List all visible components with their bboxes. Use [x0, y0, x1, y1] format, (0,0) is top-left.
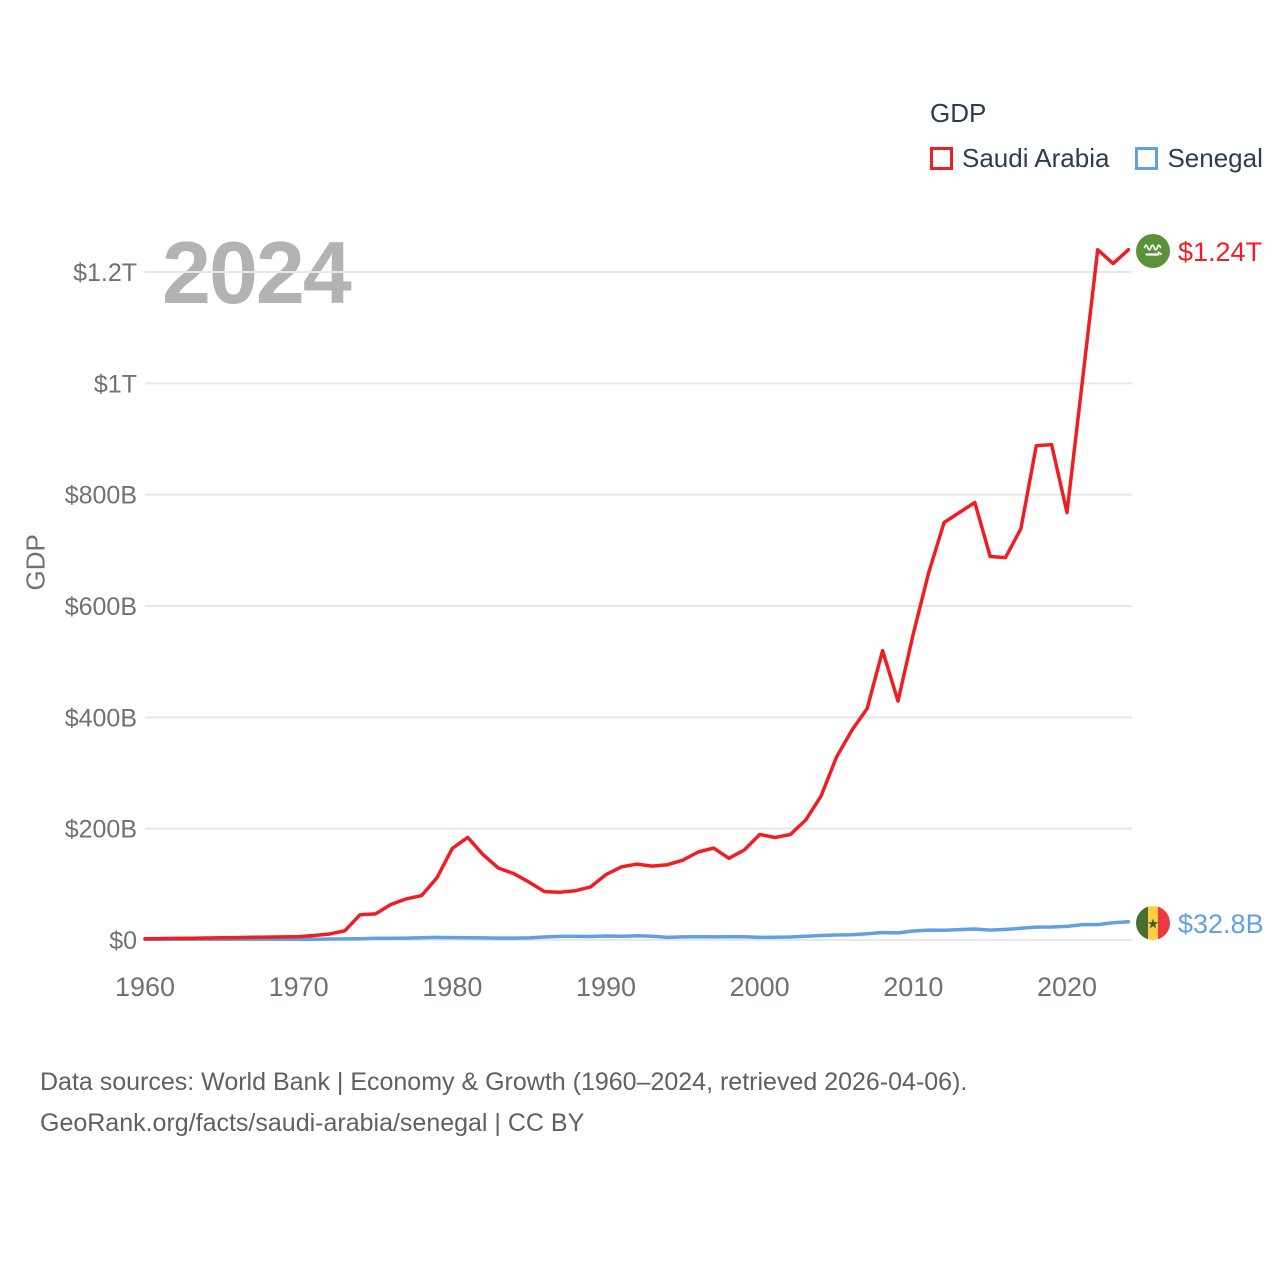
legend-label-senegal: Senegal	[1167, 143, 1263, 173]
y-tick-label: $0	[109, 927, 137, 955]
saudi-arabia-end-value-label: $1.24T	[1178, 237, 1263, 267]
legend-item-senegal[interactable]: Senegal	[1135, 143, 1263, 174]
y-tick-label: $400B	[65, 704, 137, 732]
series-line-senegal[interactable]	[143, 919, 1131, 942]
y-tick-label: $1.2T	[73, 259, 137, 287]
saudi-arabia-flag-icon	[1136, 234, 1170, 268]
x-tick-label: 1980	[422, 972, 482, 1002]
legend: GDP Saudi Arabia Senegal	[930, 98, 1263, 174]
x-tick-label: 2010	[883, 972, 943, 1002]
y-tick-label: $1T	[94, 370, 137, 398]
footer-attribution-line: GeoRank.org/facts/saudi-arabia/senegal |…	[40, 1109, 585, 1137]
footer-source-line: Data sources: World Bank | Economy & Gro…	[40, 1068, 968, 1096]
senegal-flag-icon: ★	[1136, 906, 1170, 940]
senegal-end-value-label: $32.8B	[1178, 909, 1264, 939]
svg-text:★: ★	[1147, 917, 1160, 933]
x-tick-label: 2020	[1037, 972, 1097, 1002]
y-tick-label: $600B	[65, 593, 137, 621]
x-tick-label: 2000	[730, 972, 790, 1002]
series-line-saudi-arabia[interactable]	[143, 247, 1131, 941]
legend-swatch-senegal	[1135, 147, 1159, 170]
legend-label-saudi-arabia: Saudi Arabia	[962, 143, 1110, 173]
x-tick-label: 1970	[269, 972, 329, 1002]
legend-row: Saudi Arabia Senegal	[930, 143, 1263, 174]
plot-canvas: $0 $200B $400B $600B $800B $1T $1.2T 1960 1970 19…	[65, 247, 1132, 1002]
y-tick-label: $200B	[65, 816, 137, 844]
legend-title: GDP	[930, 98, 987, 128]
x-tick-label: 1990	[576, 972, 636, 1002]
footer: Data sources: World Bank | Economy & Gro…	[40, 1062, 967, 1144]
x-tick-label: 1960	[115, 972, 175, 1002]
legend-swatch-saudi-arabia	[930, 147, 953, 170]
y-tick-label: $800B	[65, 482, 137, 510]
legend-item-saudi-arabia[interactable]: Saudi Arabia	[930, 143, 1109, 174]
